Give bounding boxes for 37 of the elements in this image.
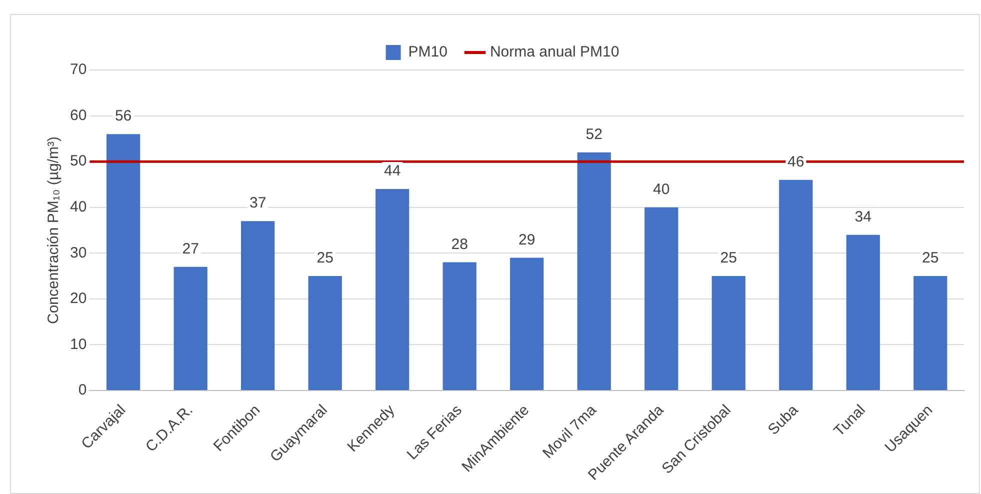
data-label: 46 (788, 154, 804, 171)
data-label: 25 (922, 250, 939, 267)
data-label: 44 (384, 162, 401, 180)
bar (174, 266, 208, 390)
bar (510, 258, 544, 390)
y-tick-label: 70 (70, 61, 87, 78)
data-label: 25 (316, 250, 334, 267)
bar (577, 152, 611, 390)
legend-label: Norma anual PM10 (490, 44, 620, 61)
data-label: 25 (720, 250, 737, 267)
y-tick-label: 60 (70, 106, 87, 124)
bar (241, 221, 275, 390)
y-tick-label: 50 (70, 152, 87, 170)
data-label: 27 (182, 240, 199, 258)
bar (779, 180, 813, 390)
data-label: 34 (854, 208, 872, 226)
bar (644, 207, 678, 390)
data-label: 52 (586, 126, 602, 144)
data-label: 28 (451, 236, 468, 253)
bar (376, 189, 410, 390)
y-tick-label: 10 (70, 336, 87, 353)
y-tick-label: 40 (70, 198, 87, 216)
bar (442, 262, 476, 390)
y-tick-label: 20 (70, 290, 87, 308)
data-label: 40 (653, 181, 670, 198)
bar (914, 276, 948, 390)
y-axis-title: Concentración PM₁₀ (µg/m³) (45, 136, 62, 324)
y-tick-label: 0 (78, 382, 87, 399)
bar (846, 234, 880, 390)
bar (106, 134, 140, 390)
legend-label: PM10 (408, 44, 448, 61)
data-label: 29 (518, 231, 536, 248)
bar (712, 276, 746, 390)
bar (308, 276, 342, 390)
data-label: 37 (249, 194, 266, 212)
y-tick-label: 30 (70, 244, 87, 262)
data-label: 56 (114, 108, 132, 125)
